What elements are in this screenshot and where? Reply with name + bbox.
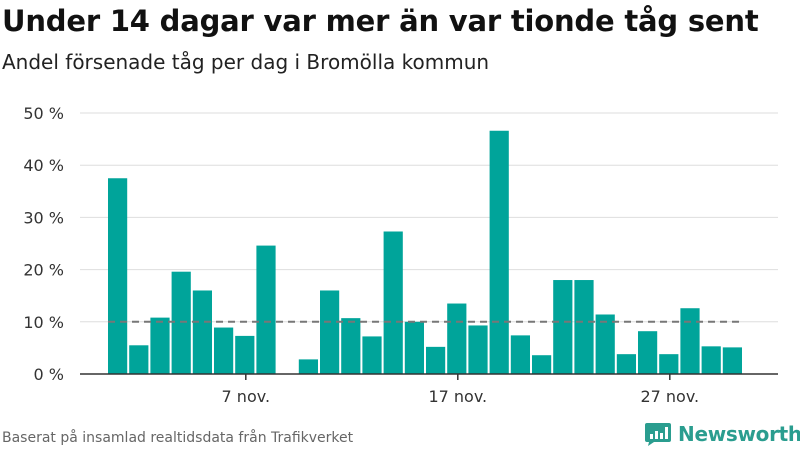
bar <box>214 327 234 374</box>
bar <box>171 271 191 374</box>
bar <box>489 130 509 374</box>
bar <box>616 354 636 374</box>
bar <box>341 318 361 374</box>
bar <box>701 346 721 374</box>
x-tick-label: 17 nov. <box>428 387 487 406</box>
bar <box>362 336 382 374</box>
chart-title: Under 14 dagar var mer än var tionde tåg… <box>2 4 759 38</box>
bar <box>192 290 212 374</box>
bar <box>298 359 318 374</box>
bar <box>320 290 340 374</box>
bar <box>510 335 530 374</box>
bar <box>659 354 679 374</box>
bar <box>447 303 467 374</box>
bar <box>426 346 446 374</box>
bar <box>638 331 658 374</box>
y-tick-label: 10 % <box>23 313 64 332</box>
x-tick-label: 27 nov. <box>640 387 699 406</box>
bar <box>129 345 149 374</box>
bar-chart: 0 % 10 % 20 % 30 % 40 % 50 % 7 nov. 17 nov. 27 n… <box>23 104 778 406</box>
bar <box>532 355 552 374</box>
chart-subtitle: Andel försenade tåg per dag i Bromölla k… <box>2 50 490 74</box>
bar <box>150 317 170 374</box>
newsworthy-logo: Newsworthy <box>644 421 800 447</box>
newsworthy-logo-icon <box>645 423 671 446</box>
bar <box>722 347 742 374</box>
y-tick-label: 0 % <box>34 365 64 384</box>
bar <box>404 321 424 374</box>
bar <box>553 280 573 374</box>
y-tick-label: 20 % <box>23 261 64 280</box>
y-tick-label: 50 % <box>23 104 64 123</box>
y-tick-label: 30 % <box>23 208 64 227</box>
bar <box>235 335 255 374</box>
source-note: Baserat på insamlad realtidsdata från Tr… <box>2 430 354 446</box>
bar <box>680 308 700 374</box>
bar <box>468 325 488 374</box>
brand-name: Newsworthy <box>678 422 800 446</box>
bar <box>108 178 128 374</box>
bars <box>108 130 742 374</box>
bar <box>383 231 403 374</box>
bar <box>595 314 615 374</box>
bar <box>256 245 276 374</box>
x-tick-label: 7 nov. <box>222 387 271 406</box>
bar <box>574 280 594 374</box>
y-tick-label: 40 % <box>23 156 64 175</box>
axes: 0 % 10 % 20 % 30 % 40 % 50 % 7 nov. 17 nov. 27 n… <box>23 104 778 406</box>
